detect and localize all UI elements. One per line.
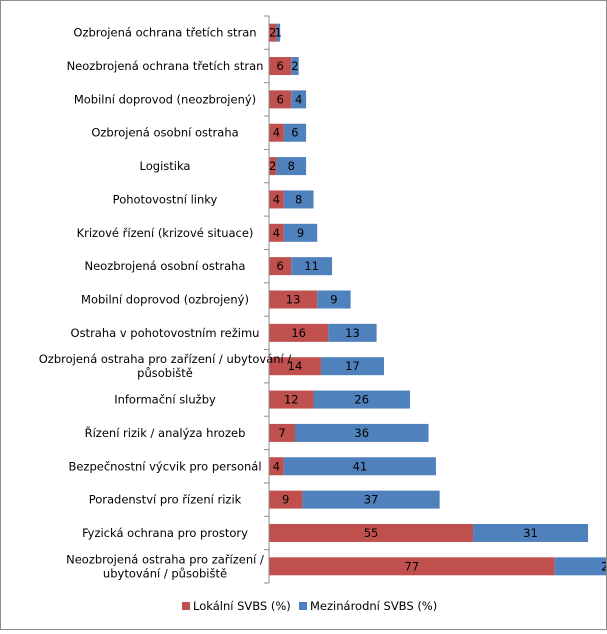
bar-local xyxy=(269,423,295,442)
bar-value-label: 14 xyxy=(288,359,303,373)
bar-value-label: 12 xyxy=(284,393,299,407)
category-label: Bezpečnostní výcvik pro personál xyxy=(68,459,261,473)
bar-local xyxy=(269,90,292,109)
bar-value-label: 29 xyxy=(601,559,606,573)
category-label: Ozbrojená ochrana třetích stran xyxy=(73,26,256,40)
bar-value-label: 8 xyxy=(288,159,295,173)
bar-local xyxy=(269,290,318,309)
bar-international xyxy=(317,290,351,309)
bar-value-label: 2 xyxy=(269,26,276,40)
bar-value-label: 36 xyxy=(354,426,369,440)
category-label: Neozbrojená ochrana třetích stran xyxy=(67,59,264,73)
category-label: Pohotovostní linky xyxy=(113,192,218,206)
bar-value-label: 37 xyxy=(364,493,379,507)
bar-international xyxy=(291,257,333,276)
bar-value-label: 9 xyxy=(297,226,304,240)
bar-international xyxy=(302,490,440,509)
bar-international xyxy=(473,523,589,542)
bar-value-label: 31 xyxy=(523,526,538,540)
category-label: Ostraha v pohotovostním režimu xyxy=(71,326,260,340)
category-label: Informační služby xyxy=(114,393,216,407)
bar-value-label: 2 xyxy=(291,59,298,73)
bar-value-label: 13 xyxy=(345,326,360,340)
bar-value-label: 13 xyxy=(286,293,301,307)
legend-label-local: Lokální SVBS (%) xyxy=(193,599,291,613)
bar-value-label: 6 xyxy=(276,259,283,273)
bar-international xyxy=(328,323,377,342)
bar-international xyxy=(320,357,385,376)
bar-local xyxy=(269,323,329,342)
bar-value-label: 16 xyxy=(291,326,306,340)
bar-international xyxy=(554,557,607,576)
bar-value-label: 4 xyxy=(295,92,302,106)
category-label: Fyzická ochrana pro prostory xyxy=(82,526,248,540)
bar-value-label: 8 xyxy=(295,192,302,206)
bar-international xyxy=(283,457,436,476)
legend-swatch-local xyxy=(182,602,190,610)
bar-local xyxy=(269,390,314,409)
bar-value-label: 55 xyxy=(364,526,379,540)
bar-local xyxy=(269,357,321,376)
bar-international xyxy=(313,390,410,409)
category-label: Poradenství pro řízení rizik xyxy=(89,493,242,507)
bar-local xyxy=(269,223,284,242)
bar-local xyxy=(269,490,303,509)
bar-local xyxy=(269,257,292,276)
bar-value-label: 4 xyxy=(273,192,280,206)
bar-local xyxy=(269,57,292,76)
bar-local xyxy=(269,123,284,142)
category-label: Neozbrojená osobní ostraha xyxy=(85,259,246,273)
category-label: Neozbrojená ostraha pro zařízení / ubytov… xyxy=(66,552,264,580)
bar-value-label: 1 xyxy=(275,26,282,40)
bar-local xyxy=(269,457,284,476)
bar-value-label: 26 xyxy=(354,393,369,407)
bar-value-label: 11 xyxy=(304,259,319,273)
category-label: Ozbrojená ostraha pro zařízení / ubytová… xyxy=(39,352,292,380)
category-label: Mobilní doprovod (neozbrojený) xyxy=(74,92,256,106)
bar-value-label: 4 xyxy=(273,126,280,140)
bar-local xyxy=(269,23,277,42)
bar-international xyxy=(291,90,307,109)
category-label: Řízení rizik / analýza hrozeb xyxy=(85,425,246,440)
bar-value-label: 2 xyxy=(269,159,276,173)
bar-international xyxy=(283,123,307,142)
category-label: Krizové řízení (krizové situace) xyxy=(77,226,254,240)
bar-international xyxy=(276,157,307,176)
bar-value-label: 41 xyxy=(353,459,368,473)
category-labels: Ozbrojená ochrana třetích stran Neozbroje… xyxy=(39,15,292,584)
bar-value-label: 6 xyxy=(291,126,298,140)
bar-value-label: 7 xyxy=(278,426,285,440)
category-label: Mobilní doprovod (ozbrojený) xyxy=(81,293,249,307)
category-label: Ozbrojená osobní ostraha xyxy=(91,126,238,140)
bar-local xyxy=(269,190,284,209)
bar-local xyxy=(269,557,555,576)
bar-value-label: 4 xyxy=(273,459,280,473)
legend-label-international: Mezinárodní SVBS (%) xyxy=(310,599,437,613)
bar-international xyxy=(276,23,281,42)
bar-local xyxy=(269,523,474,542)
bar-international xyxy=(283,223,318,242)
bar-value-label: 17 xyxy=(345,359,360,373)
bar-international xyxy=(291,57,299,76)
bar-value-label: 9 xyxy=(282,493,289,507)
bar-value-label: 4 xyxy=(273,226,280,240)
bar-local xyxy=(269,157,277,176)
legend: Lokální SVBS (%) Mezinárodní SVBS (%) xyxy=(182,599,437,613)
bar-international xyxy=(283,190,314,209)
bar-value-label: 9 xyxy=(330,293,337,307)
bar-value-label: 6 xyxy=(276,92,283,106)
category-label: Logistika xyxy=(140,159,191,173)
bar-value-label: 77 xyxy=(405,559,420,573)
legend-swatch-international xyxy=(299,602,307,610)
bar-value-label: 6 xyxy=(276,59,283,73)
bar-international xyxy=(294,423,429,442)
